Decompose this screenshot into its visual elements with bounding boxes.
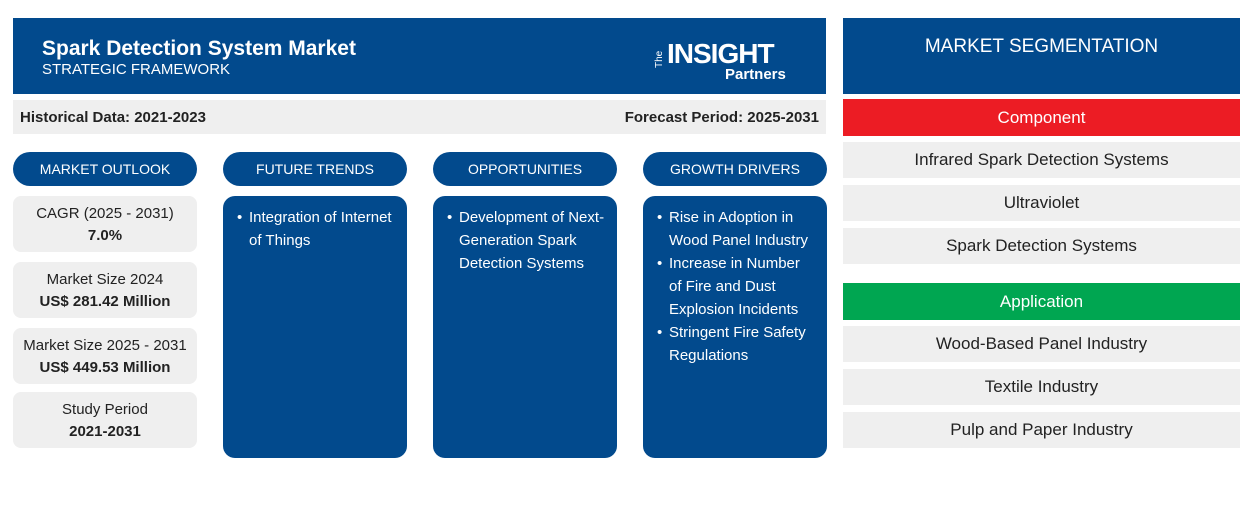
column-header: GROWTH DRIVERS bbox=[643, 152, 827, 186]
card-value: 7.0% bbox=[87, 227, 123, 244]
segment-item: Infrared Spark Detection Systems bbox=[843, 142, 1240, 178]
header: Spark Detection System Market STRATEGIC F… bbox=[13, 18, 826, 94]
column-header: OPPORTUNITIES bbox=[433, 152, 617, 186]
segment-group: Application bbox=[843, 283, 1240, 320]
bullet-item: Development of Next-Generation Spark Det… bbox=[447, 206, 605, 275]
bullet-item: Integration of Internet of Things bbox=[237, 206, 395, 252]
card-value: US$ 281.42 Million bbox=[39, 293, 171, 310]
segment-item: Pulp and Paper Industry bbox=[843, 412, 1240, 448]
logo-partners: Partners bbox=[725, 66, 786, 83]
forecast-period: Forecast Period: 2025-2031 bbox=[624, 109, 819, 126]
logo-insight: INSIGHT bbox=[667, 38, 775, 69]
card-label: Market Size 2024 bbox=[46, 271, 164, 288]
bullet-list: Rise in Adoption in Wood Panel IndustryI… bbox=[657, 206, 815, 367]
bullet-item: Increase in Number of Fire and Dust Expl… bbox=[657, 252, 815, 321]
card-value: 2021-2031 bbox=[69, 423, 141, 440]
column-header: MARKET OUTLOOK bbox=[13, 152, 197, 186]
card-label: Market Size 2025 - 2031 bbox=[23, 337, 187, 354]
segment-item: Ultraviolet bbox=[843, 185, 1240, 221]
card-label: CAGR (2025 - 2031) bbox=[36, 205, 174, 222]
segment-group: Component bbox=[843, 99, 1240, 136]
logo-the: The bbox=[654, 50, 665, 68]
subtitle: STRATEGIC FRAMEWORK bbox=[42, 61, 231, 78]
bullet-list: Integration of Internet of Things bbox=[237, 206, 395, 252]
column-panel: Development of Next-Generation Spark Det… bbox=[433, 196, 617, 458]
outlook-card: Market Size 2024 US$ 281.42 Million bbox=[13, 262, 197, 318]
historical-period: Historical Data: 2021-2023 bbox=[20, 109, 206, 126]
outlook-card: CAGR (2025 - 2031) 7.0% bbox=[13, 196, 197, 252]
card-value: US$ 449.53 Million bbox=[39, 359, 171, 376]
segment-item: Wood-Based Panel Industry bbox=[843, 326, 1240, 362]
bullet-item: Rise in Adoption in Wood Panel Industry bbox=[657, 206, 815, 252]
card-label: Study Period bbox=[62, 401, 148, 418]
bullet-list: Development of Next-Generation Spark Det… bbox=[447, 206, 605, 275]
outlook-card: Market Size 2025 - 2031 US$ 449.53 Millio… bbox=[13, 328, 197, 384]
segment-item: Textile Industry bbox=[843, 369, 1240, 405]
title: Spark Detection System Market bbox=[42, 37, 356, 60]
column-header: FUTURE TRENDS bbox=[223, 152, 407, 186]
bullet-item: Stringent Fire Safety Regulations bbox=[657, 321, 815, 367]
column-panel: Rise in Adoption in Wood Panel IndustryI… bbox=[643, 196, 827, 458]
period-bar: Historical Data: 2021-2023 Forecast Perio… bbox=[13, 100, 826, 134]
outlook-card: Study Period 2021-2031 bbox=[13, 392, 197, 448]
column-panel: Integration of Internet of Things bbox=[223, 196, 407, 458]
segmentation-header: MARKET SEGMENTATION bbox=[843, 18, 1240, 94]
segment-item: Spark Detection Systems bbox=[843, 228, 1240, 264]
